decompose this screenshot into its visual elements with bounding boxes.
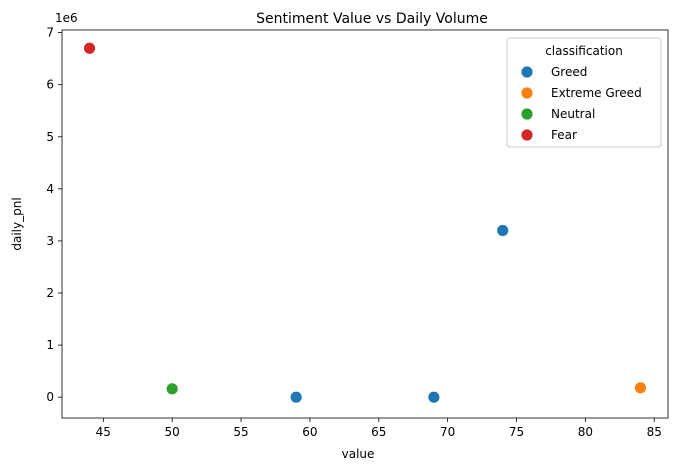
x-tick-label: 50	[165, 425, 180, 439]
x-tick-label: 75	[509, 425, 524, 439]
plot-frame	[61, 29, 669, 419]
y-axis: 0 1 2 3 4 5 6 7	[46, 26, 62, 404]
x-tick-label: 70	[440, 425, 455, 439]
legend-entries: Greed Extreme Greed Neutral Fear	[520, 65, 642, 142]
legend: classification Greed Extreme Greed Neutral…	[506, 37, 662, 148]
chart-title: Sentiment Value vs Daily Volume	[256, 11, 488, 27]
y-axis-offset-label: 1e6	[55, 11, 78, 25]
data-point-fear	[83, 41, 96, 55]
legend-label: Greed	[551, 65, 587, 79]
legend-marker	[520, 86, 534, 100]
legend-label: Fear	[551, 128, 577, 142]
legend-marker	[520, 107, 534, 121]
legend-title: classification	[545, 44, 623, 58]
y-tick-label: 5	[46, 130, 54, 144]
y-tick-label: 0	[46, 390, 54, 404]
data-points	[83, 41, 647, 404]
y-tick-label: 6	[46, 78, 54, 92]
x-axis-label: value	[342, 447, 375, 461]
x-tick-label: 65	[371, 425, 386, 439]
y-tick-label: 1	[46, 338, 54, 352]
data-point-neutral	[165, 382, 179, 396]
data-point-extreme-greed	[634, 381, 647, 395]
data-point-greed	[427, 390, 441, 404]
legend-box	[506, 37, 662, 148]
y-tick-label: 4	[46, 182, 54, 196]
data-point-greed	[289, 390, 303, 404]
y-tick-label: 2	[46, 286, 54, 300]
x-tick-label: 80	[578, 425, 593, 439]
legend-marker	[520, 65, 534, 79]
y-tick-label: 7	[46, 26, 54, 40]
legend-marker	[520, 128, 534, 142]
x-tick-label: 60	[302, 425, 317, 439]
x-tick-label: 45	[96, 425, 111, 439]
x-tick-label: 85	[647, 425, 662, 439]
x-tick-label: 55	[233, 425, 248, 439]
legend-label: Extreme Greed	[551, 86, 642, 100]
x-axis: 45 50 55 60 65 70 75 80 85	[96, 418, 662, 439]
y-tick-label: 3	[46, 234, 54, 248]
y-axis-label: daily_pnl	[10, 197, 24, 250]
legend-label: Neutral	[551, 107, 595, 121]
data-point-greed	[496, 224, 510, 237]
